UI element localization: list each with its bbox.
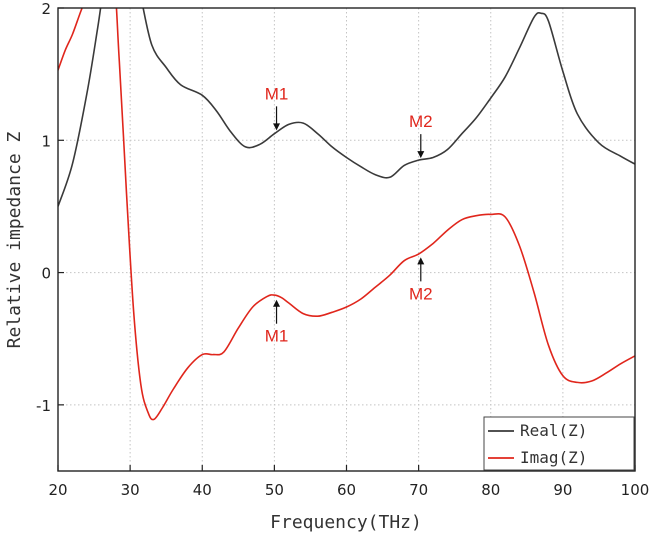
marker-label-imag-z: M1	[265, 327, 289, 346]
y-tick-label: 0	[41, 265, 51, 283]
x-tick-label: 40	[193, 481, 212, 499]
x-axis-label: Frequency(THz)	[270, 512, 422, 533]
legend-label-imag-z: Imag(Z)	[520, 448, 587, 467]
x-tick-label: 50	[265, 481, 284, 499]
series-line-imag-z	[58, 8, 635, 421]
marker-label-real-z: M1	[265, 84, 289, 103]
marker-arrowhead-real-z	[417, 151, 425, 159]
series-line-real-z	[58, 8, 635, 207]
x-tick-label: 60	[337, 481, 356, 499]
y-tick-label: 1	[41, 132, 51, 150]
y-tick-label: 2	[41, 0, 51, 18]
axis-ticks: 20 30 40 50 60 70 80 90 100 -1 0 1 2	[36, 0, 649, 499]
x-tick-label: 90	[553, 481, 572, 499]
marker-label-imag-z: M2	[409, 284, 433, 303]
marker-arrowhead-imag-z	[417, 257, 425, 265]
x-tick-label: 20	[48, 481, 67, 499]
legend-box	[483, 416, 635, 471]
legend-label-real-z: Real(Z)	[520, 421, 587, 440]
series-group	[58, 8, 635, 421]
x-tick-label: 30	[121, 481, 140, 499]
x-tick-label: 70	[409, 481, 428, 499]
grid	[58, 8, 635, 471]
y-axis-label: Relative impedance Z	[4, 131, 25, 348]
x-tick-label: 100	[621, 481, 650, 499]
y-tick-label: -1	[36, 397, 51, 415]
marker-label-real-z: M2	[409, 112, 433, 131]
x-tick-label: 80	[481, 481, 500, 499]
marker-arrowhead-real-z	[273, 123, 281, 131]
marker-arrowhead-imag-z	[273, 299, 281, 307]
annotations: M1 M2 M1 M2	[265, 84, 433, 345]
legend: Real(Z) Imag(Z)	[483, 416, 635, 471]
